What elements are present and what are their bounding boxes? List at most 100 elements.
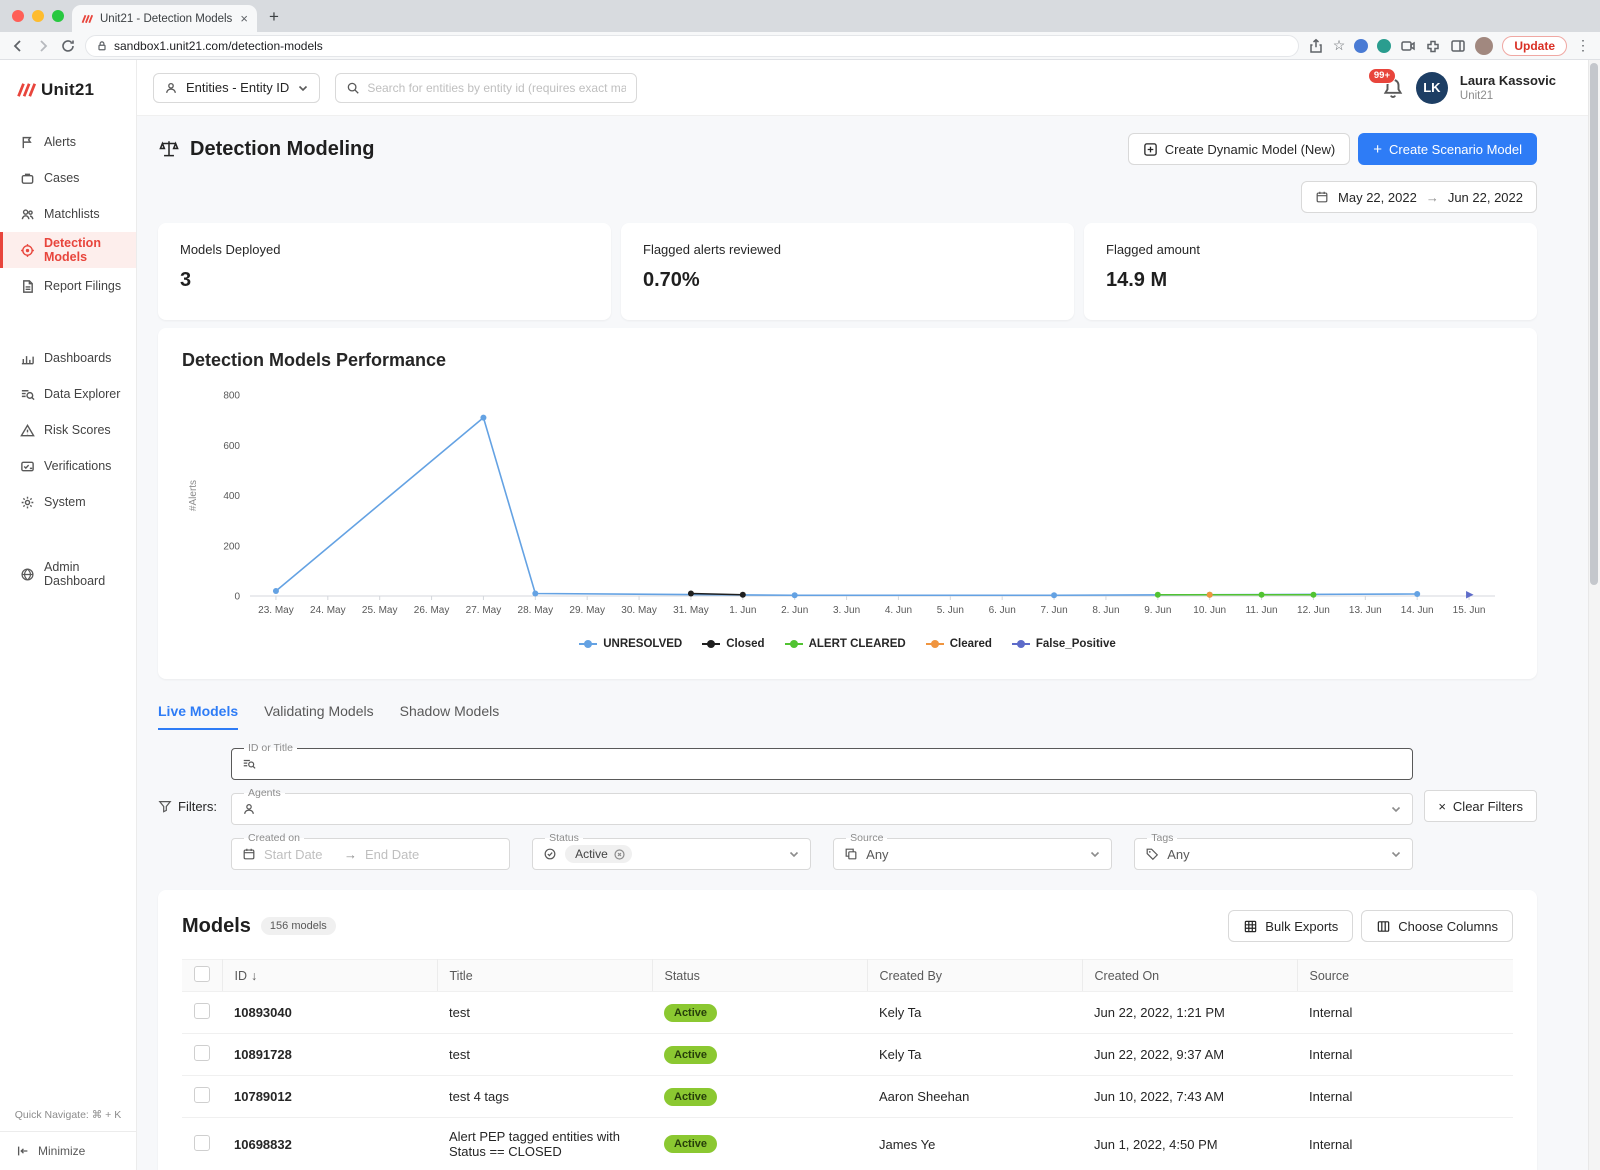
cell-title[interactable]: test bbox=[437, 991, 652, 1034]
column-header-id[interactable]: ID ↓ bbox=[222, 959, 438, 992]
address-bar[interactable]: sandbox1.unit21.com/detection-models bbox=[85, 34, 1299, 57]
share-icon[interactable] bbox=[1308, 38, 1324, 54]
table-row[interactable]: 10893040 test Active Kely Ta Jun 22, 202… bbox=[182, 991, 1513, 1034]
select-all-checkbox[interactable] bbox=[194, 966, 210, 982]
row-checkbox[interactable] bbox=[194, 1087, 210, 1103]
cell-id[interactable]: 10893040 bbox=[222, 991, 437, 1034]
extension-icon-1[interactable] bbox=[1354, 38, 1369, 53]
tab-shadow-models[interactable]: Shadow Models bbox=[399, 703, 500, 719]
column-header-created-on[interactable]: Created On bbox=[1082, 959, 1298, 992]
column-header-title[interactable]: Title bbox=[437, 959, 653, 992]
end-date-input[interactable] bbox=[365, 846, 437, 862]
status-chip-active[interactable]: Active bbox=[565, 845, 632, 863]
clear-filters-button[interactable]: × Clear Filters bbox=[1424, 790, 1537, 822]
sidebar-item-verifications[interactable]: Verifications bbox=[0, 448, 136, 484]
table-row[interactable]: 10789012 test 4 tags Active Aaron Sheeha… bbox=[182, 1075, 1513, 1118]
create-dynamic-model-button[interactable]: Create Dynamic Model (New) bbox=[1127, 133, 1351, 165]
entity-search[interactable] bbox=[335, 72, 638, 103]
row-checkbox[interactable] bbox=[194, 1003, 210, 1019]
date-range-picker[interactable]: May 22, 2022 → Jun 22, 2022 bbox=[1301, 181, 1537, 213]
row-checkbox[interactable] bbox=[194, 1134, 210, 1151]
sidebar-item-alerts[interactable]: Alerts bbox=[0, 124, 136, 160]
reload-icon[interactable] bbox=[60, 38, 76, 54]
scrollbar-thumb[interactable] bbox=[1590, 63, 1598, 585]
legend-item[interactable]: ALERT CLEARED bbox=[784, 638, 906, 650]
users-icon bbox=[21, 208, 34, 219]
cell-title[interactable]: Alert PEP tagged entities with Status ==… bbox=[437, 1117, 652, 1170]
filter-agents[interactable]: Agents bbox=[231, 787, 1414, 825]
sidebar-item-report-filings[interactable]: Report Filings bbox=[0, 268, 136, 304]
stat-value: 14.9 M bbox=[1106, 269, 1168, 291]
extension-icon-2[interactable] bbox=[1377, 38, 1392, 53]
minimize-window-button[interactable] bbox=[32, 10, 44, 22]
filter-tags[interactable]: Tags Any bbox=[1134, 832, 1414, 870]
sort-desc-icon[interactable]: ↓ bbox=[251, 968, 258, 983]
legend-item[interactable]: False_Positive bbox=[1011, 638, 1116, 650]
user-avatar[interactable]: LK bbox=[1415, 71, 1448, 104]
filter-status[interactable]: Status Active bbox=[532, 832, 812, 870]
legend-item[interactable]: UNRESOLVED bbox=[579, 638, 682, 650]
remove-chip-icon[interactable] bbox=[613, 848, 626, 861]
performance-line-chart[interactable]: 0 200 400 600 800 #Alerts 23. May 24. May 25. Ma… bbox=[182, 381, 1513, 636]
browser-update-button[interactable]: Update bbox=[1502, 35, 1567, 56]
browser-tab[interactable]: Unit21 - Detection Models × bbox=[72, 5, 257, 32]
cell-title[interactable]: test 4 tags bbox=[437, 1075, 652, 1118]
column-header-status[interactable]: Status bbox=[652, 959, 868, 992]
sidebar-item-matchlists[interactable]: Matchlists bbox=[0, 196, 136, 232]
table-row[interactable]: 10891728 test Active Kely Ta Jun 22, 202… bbox=[182, 1033, 1513, 1076]
bar-chart-icon bbox=[21, 355, 34, 364]
create-scenario-model-button[interactable]: + Create Scenario Model bbox=[1358, 133, 1537, 165]
bookmark-star-icon[interactable]: ☆ bbox=[1332, 37, 1346, 53]
cell-id[interactable]: 10789012 bbox=[222, 1075, 437, 1118]
select-all-cell bbox=[182, 959, 223, 992]
column-header-source[interactable]: Source bbox=[1297, 959, 1513, 992]
filter-id-or-title[interactable]: ID or Title bbox=[231, 742, 1414, 780]
column-header-created-by[interactable]: Created By bbox=[867, 959, 1083, 992]
close-window-button[interactable] bbox=[12, 10, 24, 22]
browser-profile-avatar[interactable] bbox=[1475, 36, 1494, 55]
tab-close-icon[interactable]: × bbox=[240, 11, 248, 26]
tab-live-models[interactable]: Live Models bbox=[158, 703, 239, 730]
filter-source[interactable]: Source Any bbox=[833, 832, 1113, 870]
entity-type-selector[interactable]: Entities - Entity ID bbox=[153, 72, 321, 103]
row-checkbox[interactable] bbox=[194, 1045, 210, 1061]
svg-text:24. May: 24. May bbox=[310, 605, 346, 616]
table-row[interactable]: 10698832 Alert PEP tagged entities with … bbox=[182, 1117, 1513, 1170]
legend-item[interactable]: Cleared bbox=[925, 638, 992, 650]
bulk-exports-button[interactable]: Bulk Exports bbox=[1228, 910, 1354, 942]
entity-search-input[interactable] bbox=[367, 80, 627, 95]
svg-text:200: 200 bbox=[223, 541, 240, 552]
camera-extension-icon[interactable] bbox=[1400, 38, 1416, 54]
window-controls[interactable] bbox=[12, 10, 64, 22]
filter-created-on[interactable]: Created on → bbox=[231, 832, 511, 870]
unit21-logo[interactable]: Unit21 bbox=[0, 60, 136, 124]
zoom-window-button[interactable] bbox=[52, 10, 64, 22]
sidebar: Unit21 Alerts Cases Matchlists Detection… bbox=[0, 60, 137, 1170]
legend-item[interactable]: Closed bbox=[702, 638, 765, 650]
browser-menu-icon[interactable]: ⋮ bbox=[1576, 37, 1590, 53]
sidebar-item-system[interactable]: System bbox=[0, 484, 136, 520]
sidebar-item-data-explorer[interactable]: Data Explorer bbox=[0, 376, 136, 412]
chevron-down-icon bbox=[299, 85, 308, 91]
id-or-title-input[interactable] bbox=[264, 756, 1403, 772]
tab-title: Unit21 - Detection Models bbox=[100, 12, 233, 25]
tab-validating-models[interactable]: Validating Models bbox=[264, 703, 374, 719]
cell-title[interactable]: test bbox=[437, 1033, 652, 1076]
new-tab-button[interactable]: + bbox=[269, 7, 279, 26]
sidebar-item-risk-scores[interactable]: Risk Scores bbox=[0, 412, 136, 448]
puzzle-icon[interactable] bbox=[1425, 38, 1441, 54]
side-panel-icon[interactable] bbox=[1450, 38, 1466, 54]
forward-icon[interactable] bbox=[35, 38, 51, 54]
sidebar-item-admin-dashboard[interactable]: Admin Dashboard bbox=[0, 556, 136, 592]
sidebar-item-detection-models[interactable]: Detection Models bbox=[0, 232, 136, 268]
start-date-input[interactable] bbox=[264, 846, 336, 862]
cell-id[interactable]: 10698832 bbox=[222, 1117, 437, 1170]
sidebar-item-dashboards[interactable]: Dashboards bbox=[0, 340, 136, 376]
svg-text:3. Jun: 3. Jun bbox=[833, 605, 860, 616]
back-icon[interactable] bbox=[10, 38, 26, 54]
cell-id[interactable]: 10891728 bbox=[222, 1033, 437, 1076]
sidebar-item-cases[interactable]: Cases bbox=[0, 160, 136, 196]
choose-columns-button[interactable]: Choose Columns bbox=[1361, 910, 1513, 942]
sidebar-minimize-button[interactable]: Minimize bbox=[0, 1131, 136, 1170]
notifications-button[interactable]: 99+ bbox=[1367, 67, 1404, 99]
